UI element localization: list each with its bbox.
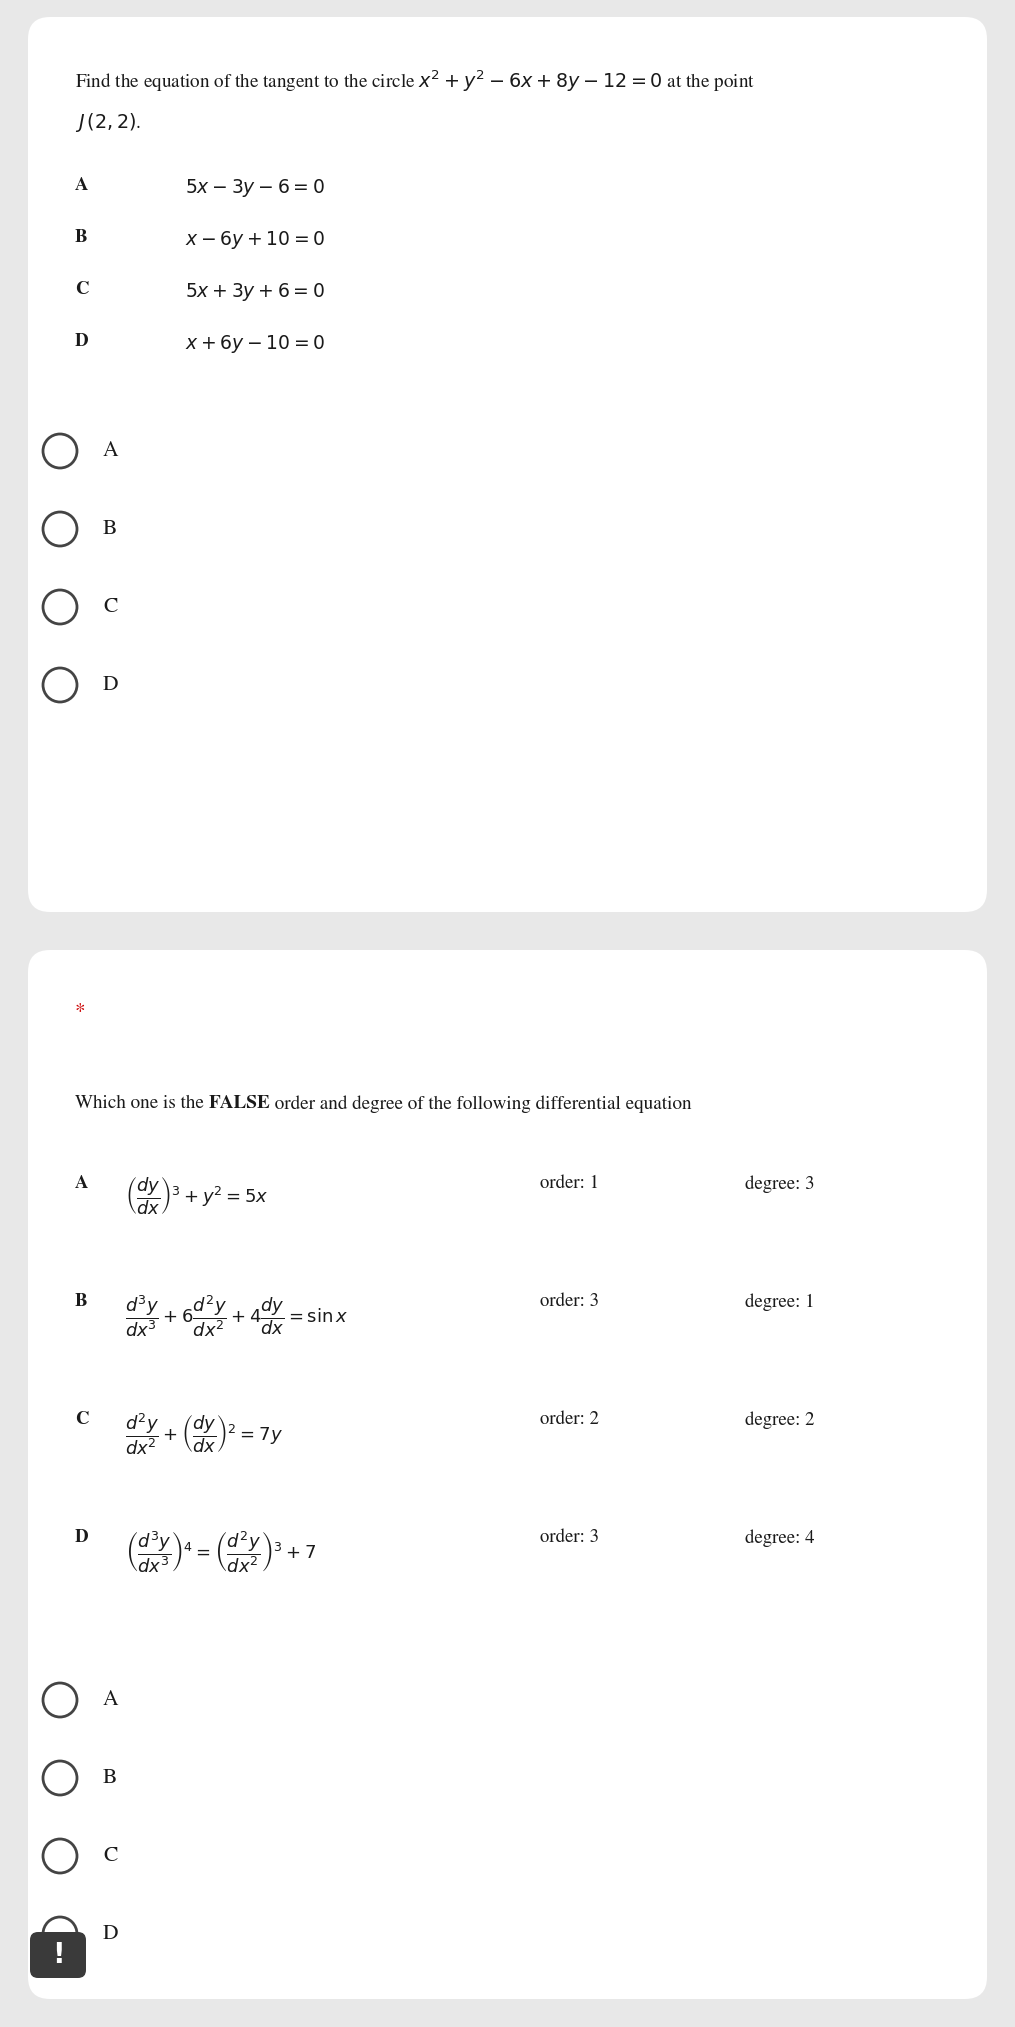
Text: D: D — [75, 1528, 88, 1547]
Text: $\left(\dfrac{d^3y}{dx^3}\right)^4=\left(\dfrac{d^2y}{dx^2}\right)^3+7$: $\left(\dfrac{d^3y}{dx^3}\right)^4=\left… — [125, 1528, 316, 1575]
Text: $\dfrac{d^2y}{dx^2}+\left(\dfrac{dy}{dx}\right)^2=7y$: $\dfrac{d^2y}{dx^2}+\left(\dfrac{dy}{dx}… — [125, 1411, 283, 1457]
Text: B: B — [75, 229, 87, 245]
Text: Find the equation of the tangent to the circle $x^2+y^2-6x+8y-12=0$ at the point: Find the equation of the tangent to the … — [75, 69, 755, 95]
Text: degree: 1: degree: 1 — [745, 1293, 815, 1311]
Text: D: D — [75, 332, 88, 351]
Text: A: A — [75, 1176, 88, 1192]
Text: A: A — [103, 442, 119, 460]
Text: degree: 4: degree: 4 — [745, 1528, 814, 1547]
Text: FALSE: FALSE — [209, 1095, 270, 1113]
Text: $\dfrac{d^3y}{dx^3}+6\dfrac{d^2y}{dx^2}+4\dfrac{dy}{dx}=\sin x$: $\dfrac{d^3y}{dx^3}+6\dfrac{d^2y}{dx^2}+… — [125, 1293, 348, 1340]
Text: D: D — [103, 1924, 119, 1944]
Text: Which one is the: Which one is the — [75, 1095, 209, 1113]
Text: degree: 3: degree: 3 — [745, 1176, 814, 1192]
Text: $x-6y+10=0$: $x-6y+10=0$ — [185, 229, 325, 251]
Text: $J\,(2,2)$.: $J\,(2,2)$. — [75, 111, 141, 134]
Text: C: C — [103, 598, 118, 616]
Text: order: 3: order: 3 — [540, 1293, 599, 1309]
Text: !: ! — [52, 1942, 64, 1968]
Text: order: 1: order: 1 — [540, 1176, 599, 1192]
Text: B: B — [103, 519, 118, 539]
Text: A: A — [103, 1691, 119, 1709]
Text: B: B — [75, 1293, 87, 1309]
Text: *: * — [75, 1001, 85, 1022]
Text: A: A — [75, 176, 88, 195]
Text: order: 2: order: 2 — [540, 1411, 599, 1429]
Text: order and degree of the following differential equation: order and degree of the following differ… — [270, 1095, 692, 1113]
FancyBboxPatch shape — [28, 16, 987, 912]
Text: $\left(\dfrac{dy}{dx}\right)^3+y^2=5x$: $\left(\dfrac{dy}{dx}\right)^3+y^2=5x$ — [125, 1176, 269, 1216]
Text: D: D — [103, 675, 119, 695]
Text: C: C — [103, 1847, 118, 1865]
FancyBboxPatch shape — [30, 1932, 86, 1978]
Text: C: C — [75, 1411, 88, 1427]
Text: $x+6y-10=0$: $x+6y-10=0$ — [185, 332, 325, 355]
Text: $5x+3y+6=0$: $5x+3y+6=0$ — [185, 282, 325, 302]
Text: C: C — [75, 282, 88, 298]
Text: B: B — [103, 1768, 118, 1788]
FancyBboxPatch shape — [28, 951, 987, 1999]
Text: order: 3: order: 3 — [540, 1528, 599, 1547]
Text: $5x-3y-6=0$: $5x-3y-6=0$ — [185, 176, 325, 199]
Text: degree: 2: degree: 2 — [745, 1411, 814, 1429]
